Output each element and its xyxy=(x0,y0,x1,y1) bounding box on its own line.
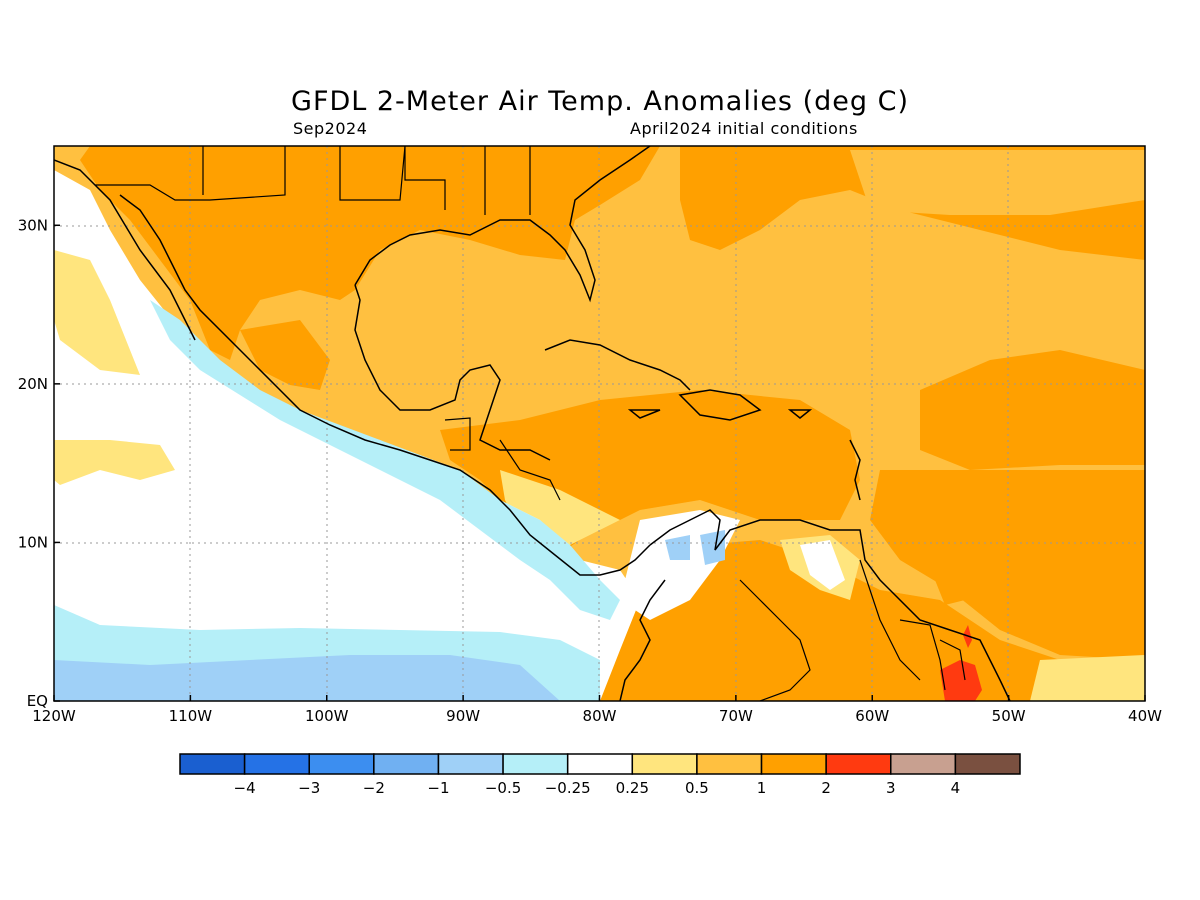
field-blue-equatorial xyxy=(54,655,560,701)
colorbar-label: 3 xyxy=(886,779,896,797)
colorbar-swatch xyxy=(308,753,375,775)
lon-tick-label: 60W xyxy=(855,707,889,725)
lat-axis: 30N 20N 10N EQ xyxy=(18,216,60,710)
initial-conditions: April2024 initial conditions xyxy=(630,119,858,138)
field-yellow-baja-2 xyxy=(54,250,140,375)
colorbar-label: 0.5 xyxy=(685,779,709,797)
field-yellow-pacific-2 xyxy=(54,440,175,485)
colorbar-label: −3 xyxy=(298,779,320,797)
colorbar-swatch xyxy=(179,753,246,775)
field-orange-spot xyxy=(935,570,965,605)
lon-tick-label: 90W xyxy=(446,707,480,725)
colorbar-label: −1 xyxy=(427,779,449,797)
colorbar-swatch xyxy=(373,753,440,775)
lon-tick-label: 80W xyxy=(583,707,617,725)
coastlines xyxy=(54,146,1011,701)
colorbar-swatch xyxy=(696,753,763,775)
lon-tick-label: 110W xyxy=(169,707,213,725)
lon-tick-label: 70W xyxy=(719,707,753,725)
field-white-venezuela xyxy=(800,540,845,590)
field-red-guiana xyxy=(940,660,982,701)
borders xyxy=(95,146,966,701)
colorbar-swatch xyxy=(566,753,634,775)
colorbar-swatch xyxy=(437,753,504,775)
lat-tick-label: 20N xyxy=(18,375,48,393)
colorbar-label: −2 xyxy=(363,779,385,797)
colorbar-label: 4 xyxy=(951,779,961,797)
colorbar-swatch xyxy=(954,753,1021,775)
colorbar-label: −0.5 xyxy=(485,779,521,797)
colorbar-swatch xyxy=(502,753,569,775)
colorbar-label: 1 xyxy=(757,779,767,797)
lat-tick-label: EQ xyxy=(27,692,48,710)
lon-tick-label: 120W xyxy=(32,707,76,725)
lat-tick-label: 30N xyxy=(18,216,48,234)
lon-axis: 120W 110W 100W 90W 80W 70W 60W 50W 40W xyxy=(32,695,1162,725)
gridlines xyxy=(54,146,1145,701)
lat-tick-label: 10N xyxy=(18,533,48,551)
colorbar-swatch xyxy=(760,753,827,775)
colorbar-swatch xyxy=(631,753,698,775)
colorbar-swatch xyxy=(243,753,310,775)
colorbar-swatch xyxy=(825,753,892,775)
lon-tick-label: 50W xyxy=(992,707,1026,725)
field-orange-atlantic-south xyxy=(870,470,1145,660)
colorbar-label: 2 xyxy=(821,779,831,797)
colorbar-label: −4 xyxy=(234,779,256,797)
anomaly-fields xyxy=(54,146,1145,701)
map-title: GFDL 2-Meter Air Temp. Anomalies (deg C) xyxy=(291,86,909,117)
field-blue-colombia-2 xyxy=(700,530,725,565)
field-orange-atlantic-east xyxy=(920,350,1145,470)
field-orange-mexico xyxy=(240,320,330,390)
field-blue-colombia-1 xyxy=(665,535,690,560)
lon-tick-label: 100W xyxy=(305,707,349,725)
forecast-month: Sep2024 xyxy=(293,119,368,138)
field-light-patch-ne xyxy=(850,150,1145,215)
colorbar-label: −0.25 xyxy=(545,779,591,797)
colorbar-label: 0.25 xyxy=(616,779,649,797)
field-yellow-se xyxy=(1030,655,1145,701)
colorbar: −4 −3 −2 −1 −0.5 −0.25 0.25 0.5 1 2 3 4 xyxy=(179,753,1021,797)
colorbar-swatch xyxy=(890,753,957,775)
field-cyan-coast xyxy=(150,300,620,620)
lon-tick-label: 40W xyxy=(1128,707,1162,725)
